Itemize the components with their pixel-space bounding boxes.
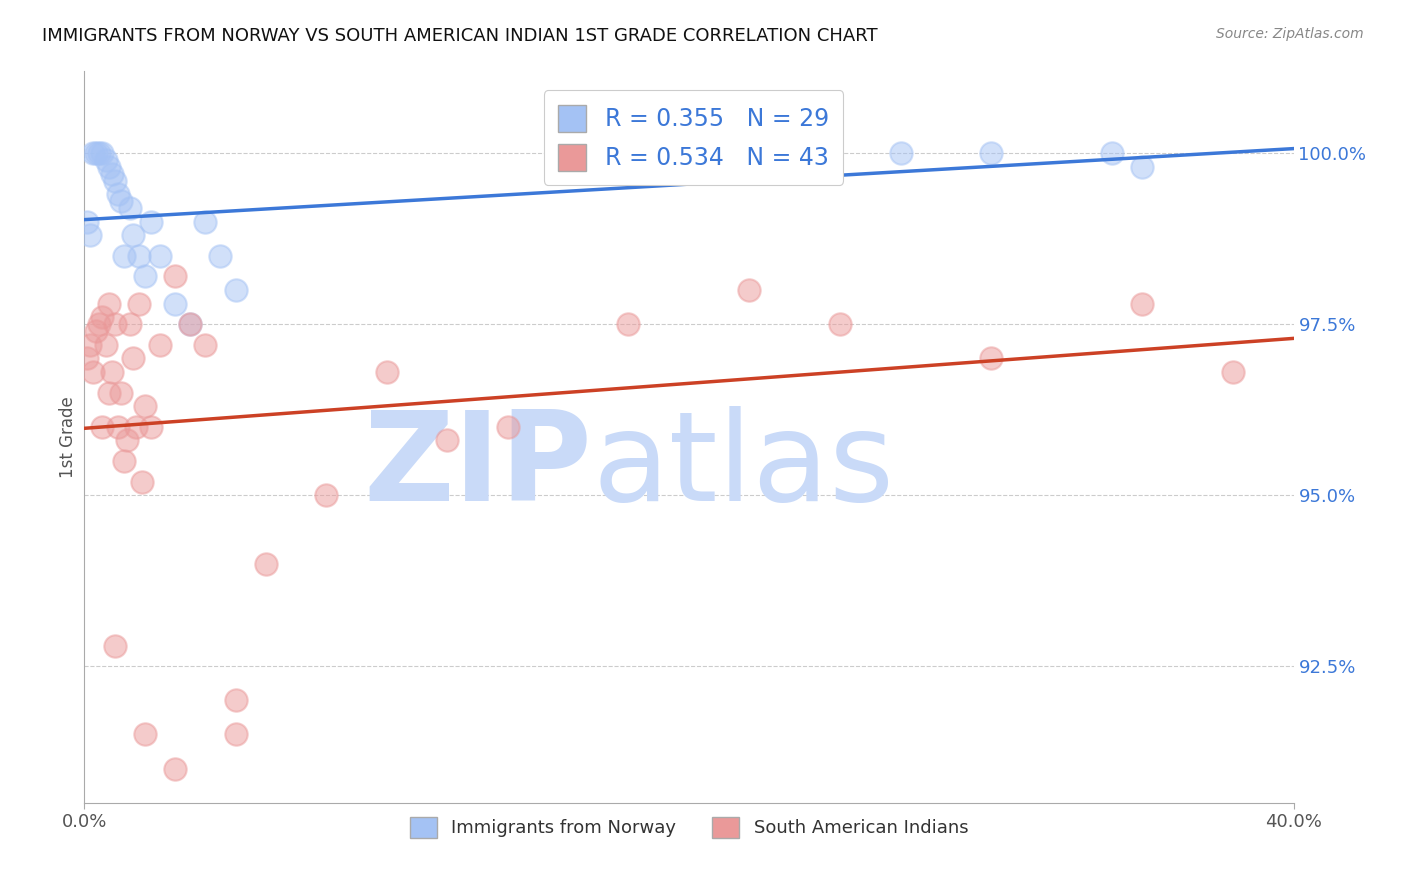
Point (100, 365, 122, 379)
Point (375, 365, 398, 379)
Point (89, 146, 111, 161)
Point (149, 338, 172, 352)
Point (134, 727, 156, 741)
Point (110, 194, 132, 209)
Point (496, 420, 519, 434)
Point (134, 400, 156, 414)
Point (980, 146, 1002, 161)
Point (254, 557, 277, 571)
Point (100, 167, 122, 181)
Legend: Immigrants from Norway, South American Indians: Immigrants from Norway, South American I… (402, 810, 976, 845)
Point (738, 146, 761, 161)
Point (315, 488, 337, 502)
Point (139, 215, 162, 229)
Point (110, 385, 132, 400)
Text: ZIP: ZIP (364, 406, 592, 527)
Y-axis label: 1st Grade: 1st Grade (59, 396, 77, 478)
Point (134, 269, 156, 284)
Point (112, 454, 135, 468)
Text: IMMIGRANTS FROM NORWAY VS SOUTH AMERICAN INDIAN 1ST GRADE CORRELATION CHART: IMMIGRANTS FROM NORWAY VS SOUTH AMERICAN… (42, 27, 877, 45)
Point (125, 420, 148, 434)
Point (194, 338, 217, 352)
Point (1101, 146, 1123, 161)
Point (76, 351, 98, 366)
Point (436, 434, 458, 448)
Point (82, 365, 104, 379)
Point (738, 283, 761, 297)
Point (121, 228, 143, 243)
Point (225, 693, 247, 707)
Point (79, 228, 101, 243)
Text: Source: ZipAtlas.com: Source: ZipAtlas.com (1216, 27, 1364, 41)
Point (76, 215, 98, 229)
Point (131, 475, 153, 489)
Point (128, 249, 150, 263)
Point (91, 420, 114, 434)
Point (82, 146, 104, 161)
Point (1130, 160, 1153, 174)
Point (107, 187, 129, 202)
Point (165, 269, 187, 284)
Point (104, 174, 127, 188)
Point (209, 249, 232, 263)
Point (128, 297, 150, 311)
Point (86, 146, 108, 161)
Point (179, 318, 201, 332)
Point (89, 318, 111, 332)
Point (112, 249, 135, 263)
Text: atlas: atlas (592, 406, 894, 527)
Point (107, 420, 129, 434)
Point (97, 160, 120, 174)
Point (890, 146, 912, 161)
Point (139, 420, 162, 434)
Point (118, 318, 141, 332)
Point (179, 318, 201, 332)
Point (225, 727, 247, 741)
Point (165, 762, 187, 776)
Point (121, 351, 143, 366)
Point (194, 215, 217, 229)
Point (97, 297, 120, 311)
Point (149, 249, 172, 263)
Point (118, 201, 141, 215)
Point (94, 338, 117, 352)
Point (79, 338, 101, 352)
Point (617, 318, 640, 332)
Point (104, 318, 127, 332)
Point (86, 324, 108, 338)
Point (94, 153, 117, 168)
Point (104, 639, 127, 653)
Point (225, 283, 247, 297)
Point (1130, 297, 1153, 311)
Point (980, 351, 1002, 366)
Point (165, 297, 187, 311)
Point (91, 146, 114, 161)
Point (115, 434, 138, 448)
Point (830, 318, 852, 332)
Point (91, 310, 114, 325)
Point (97, 385, 120, 400)
Point (1222, 365, 1244, 379)
